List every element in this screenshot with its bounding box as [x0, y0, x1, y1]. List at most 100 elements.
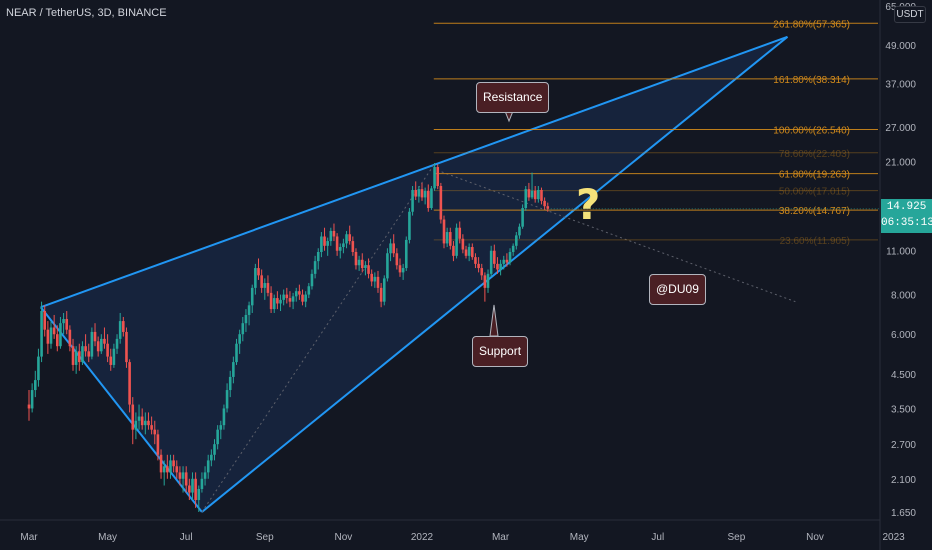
author-callout[interactable]: @DU09	[649, 274, 706, 305]
candle-body[interactable]	[153, 429, 157, 435]
candle-body[interactable]	[376, 276, 380, 288]
candle-body[interactable]	[530, 190, 534, 198]
candle-body[interactable]	[134, 420, 138, 430]
candle-body[interactable]	[398, 265, 402, 273]
candle-body[interactable]	[282, 294, 285, 300]
candle-body[interactable]	[169, 460, 172, 473]
candle-body[interactable]	[109, 356, 113, 365]
candle-body[interactable]	[364, 265, 367, 269]
candle-body[interactable]	[122, 321, 125, 332]
candle-body[interactable]	[294, 291, 298, 297]
candle-body[interactable]	[404, 239, 408, 269]
candle-body[interactable]	[392, 243, 396, 254]
candle-body[interactable]	[37, 356, 40, 381]
candle-body[interactable]	[370, 273, 373, 282]
candle-body[interactable]	[524, 189, 528, 209]
candle-body[interactable]	[276, 298, 279, 304]
candle-body[interactable]	[118, 321, 122, 339]
candle-body[interactable]	[313, 261, 317, 274]
candle-body[interactable]	[354, 251, 358, 266]
candle-body[interactable]	[386, 253, 389, 279]
candle-body[interactable]	[206, 460, 210, 473]
trendline-lower[interactable]	[201, 36, 789, 513]
candle-body[interactable]	[448, 232, 452, 246]
candle-body[interactable]	[269, 292, 273, 310]
candle-body[interactable]	[90, 331, 94, 357]
candle-body[interactable]	[461, 238, 465, 250]
candlesticks[interactable]	[27, 163, 550, 512]
trendline-left[interactable]	[40, 306, 203, 513]
candle-body[interactable]	[103, 338, 106, 344]
candle-body[interactable]	[332, 230, 336, 237]
candle-body[interactable]	[285, 294, 289, 299]
candle-body[interactable]	[81, 346, 84, 363]
candle-body[interactable]	[527, 189, 531, 198]
candle-body[interactable]	[112, 348, 116, 365]
candle-body[interactable]	[43, 311, 47, 330]
candle-body[interactable]	[137, 416, 141, 421]
candle-body[interactable]	[68, 329, 72, 347]
candle-body[interactable]	[373, 276, 377, 282]
currency-label[interactable]: USDT	[894, 6, 926, 23]
candle-body[interactable]	[395, 253, 399, 266]
candle-body[interactable]	[131, 404, 135, 430]
candle-body[interactable]	[203, 472, 207, 479]
candle-body[interactable]	[100, 338, 103, 352]
candle-body[interactable]	[540, 189, 543, 201]
candle-body[interactable]	[254, 268, 257, 288]
candle-body[interactable]	[310, 273, 314, 287]
candle-body[interactable]	[219, 425, 223, 430]
candle-body[interactable]	[518, 226, 521, 236]
symbol-title[interactable]: NEAR / TetherUS, 3D, BINANCE	[6, 7, 167, 19]
candle-body[interactable]	[106, 343, 109, 357]
candle-body[interactable]	[511, 245, 515, 252]
candle-body[interactable]	[433, 167, 436, 189]
candle-body[interactable]	[184, 472, 188, 486]
candle-body[interactable]	[181, 472, 185, 479]
candle-body[interactable]	[458, 227, 462, 239]
candle-body[interactable]	[426, 190, 430, 209]
candle-body[interactable]	[445, 232, 449, 244]
candle-body[interactable]	[537, 189, 540, 200]
candle-body[interactable]	[345, 234, 348, 244]
candle-body[interactable]	[493, 250, 496, 264]
candle-body[interactable]	[307, 286, 311, 295]
candle-body[interactable]	[210, 454, 213, 461]
candle-body[interactable]	[477, 263, 480, 269]
candle-body[interactable]	[323, 236, 326, 246]
candle-body[interactable]	[499, 263, 502, 270]
candle-body[interactable]	[197, 488, 201, 501]
candle-body[interactable]	[342, 243, 345, 248]
candle-body[interactable]	[144, 420, 147, 426]
candle-body[interactable]	[213, 444, 216, 455]
candle-body[interactable]	[533, 190, 537, 200]
candle-body[interactable]	[125, 331, 128, 363]
candle-body[interactable]	[505, 259, 509, 263]
trendline-upper[interactable]	[40, 35, 788, 309]
candle-body[interactable]	[263, 283, 267, 288]
candle-body[interactable]	[200, 478, 204, 489]
candle-body[interactable]	[78, 351, 81, 363]
candle-body[interactable]	[489, 250, 493, 274]
candle-body[interactable]	[329, 230, 333, 242]
candle-body[interactable]	[175, 466, 179, 473]
candle-body[interactable]	[52, 327, 56, 335]
candle-body[interactable]	[502, 259, 506, 264]
candle-body[interactable]	[304, 294, 307, 302]
candle-body[interactable]	[156, 434, 160, 455]
candle-body[interactable]	[232, 362, 235, 377]
candle-body[interactable]	[257, 268, 260, 276]
candle-body[interactable]	[389, 243, 392, 254]
candle-body[interactable]	[55, 334, 59, 347]
candle-body[interactable]	[316, 251, 320, 262]
candle-body[interactable]	[464, 249, 468, 256]
candle-body[interactable]	[543, 200, 546, 207]
candle-body[interactable]	[382, 278, 386, 302]
candle-body[interactable]	[162, 466, 166, 473]
candle-body[interactable]	[288, 298, 292, 302]
candle-body[interactable]	[140, 416, 144, 426]
candle-body[interactable]	[351, 241, 355, 252]
candle-body[interactable]	[379, 287, 383, 302]
resistance-callout[interactable]: Resistance	[476, 82, 550, 113]
candle-body[interactable]	[483, 275, 487, 288]
